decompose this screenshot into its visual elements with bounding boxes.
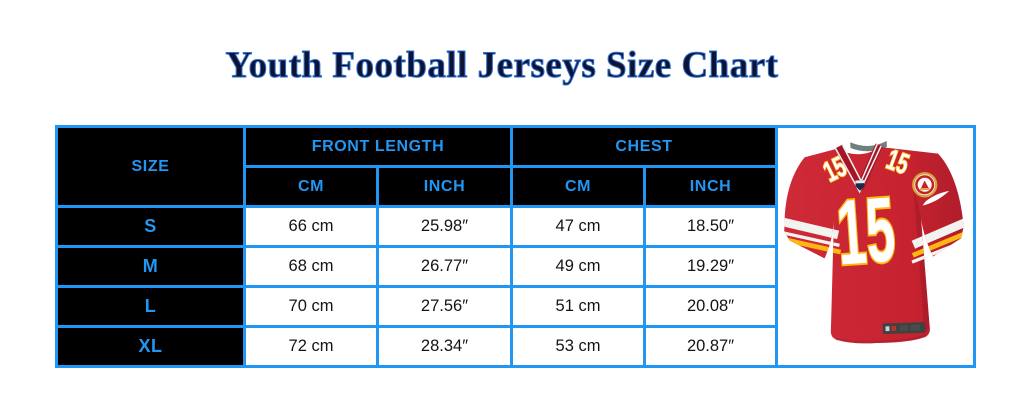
chest-inch-value: 18.50″ [642, 205, 779, 248]
jock-tag [882, 321, 925, 334]
front-length-cm-subheader: CM [243, 165, 379, 208]
chest-header-cell: CHEST [509, 125, 779, 168]
front-length-cm-value: 66 cm [243, 205, 379, 248]
jersey-hem-shading [835, 334, 926, 344]
size-label-cell: L [55, 285, 246, 328]
front-length-inch-value: 26.77″ [376, 245, 513, 288]
table-row-size-s: S 66 cm 25.98″ 47 cm 18.50″ [55, 205, 975, 248]
sleeve-stripes [780, 216, 968, 264]
chest-inch-value: 20.87″ [642, 325, 779, 368]
front-length-cm-value: 72 cm [243, 325, 379, 368]
chest-cm-subheader: CM [510, 165, 646, 208]
team-logo-patch-icon [911, 171, 937, 197]
chest-cm-value: 49 cm [510, 245, 646, 288]
jersey-chest-number: 15 [833, 177, 898, 284]
chest-inch-subheader: INCH [642, 165, 779, 208]
size-chart-table: SIZE FRONT LENGTH CHEST [55, 125, 977, 368]
front-length-inch-value: 27.56″ [376, 285, 513, 328]
front-length-header-cell: FRONT LENGTH [243, 125, 513, 168]
front-length-inch-value: 25.98″ [376, 205, 513, 248]
table-row-size-l: L 70 cm 27.56″ 51 cm 20.08″ [55, 285, 975, 328]
chest-cm-value: 53 cm [510, 325, 646, 368]
front-length-inch-value: 28.34″ [376, 325, 513, 368]
size-label-cell: S [55, 205, 246, 248]
jersey-illustration: 15 15 15 [780, 140, 968, 344]
sub-header-row: CM INCH CM INCH [57, 165, 975, 208]
table-row-size-xl: XL 72 cm 28.34″ 53 cm 20.87″ [55, 325, 975, 368]
jersey-body [783, 146, 964, 343]
jersey-product-image-cell: 15 15 15 [775, 125, 977, 368]
nike-swoosh-icon [922, 190, 949, 206]
size-label-cell: XL [55, 325, 246, 368]
front-length-cm-value: 70 cm [243, 285, 379, 328]
chest-cm-value: 47 cm [510, 205, 646, 248]
front-length-inch-subheader: INCH [376, 165, 513, 208]
size-header-cell: SIZE [55, 125, 246, 208]
chest-inch-value: 19.29″ [642, 245, 779, 288]
nfl-shield-icon [854, 179, 864, 191]
chest-cm-value: 51 cm [510, 285, 646, 328]
front-length-cm-value: 68 cm [243, 245, 379, 288]
table-row-size-m: M 68 cm 26.77″ 49 cm 19.29″ [55, 245, 975, 288]
page-title: Youth Football Jerseys Size Chart [225, 45, 779, 87]
size-label-cell: M [55, 245, 246, 288]
group-header-row: SIZE FRONT LENGTH CHEST [55, 125, 977, 368]
jersey-product-image: 15 15 15 [780, 130, 972, 364]
chest-inch-value: 20.08″ [642, 285, 779, 328]
